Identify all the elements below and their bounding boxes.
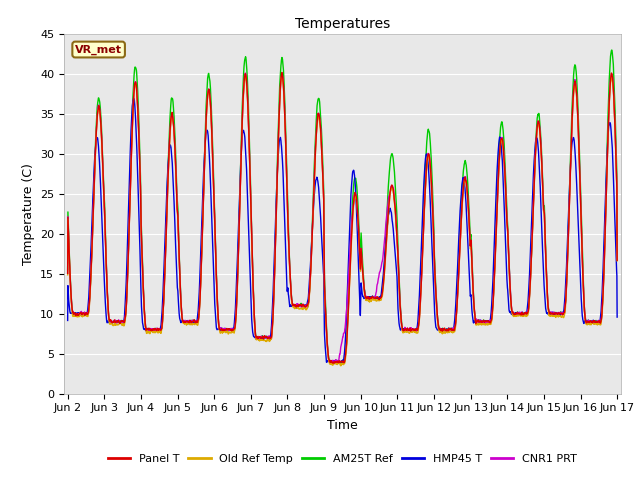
HMP45 T <box>218 326 225 332</box>
HMP45 T <box>371 295 378 300</box>
Panel T <box>613 257 621 263</box>
HMP45 T <box>359 293 367 299</box>
Old Ref Temp <box>64 272 72 278</box>
AM25T Ref <box>565 212 573 217</box>
Panel T <box>580 304 588 310</box>
Old Ref Temp <box>565 222 573 228</box>
Y-axis label: Temperature (C): Temperature (C) <box>22 163 35 264</box>
Old Ref Temp <box>217 330 225 336</box>
CNR1 PRT <box>371 295 378 301</box>
AM25T Ref <box>608 47 616 53</box>
Title: Temperatures: Temperatures <box>295 17 390 31</box>
Line: Panel T: Panel T <box>68 72 617 363</box>
HMP45 T <box>502 265 510 271</box>
Old Ref Temp <box>371 296 378 302</box>
Legend: Panel T, Old Ref Temp, AM25T Ref, HMP45 T, CNR1 PRT: Panel T, Old Ref Temp, AM25T Ref, HMP45 … <box>104 450 581 468</box>
Line: CNR1 PRT: CNR1 PRT <box>68 73 617 364</box>
Panel T <box>64 270 72 276</box>
CNR1 PRT <box>613 257 621 263</box>
X-axis label: Time: Time <box>327 419 358 432</box>
HMP45 T <box>613 314 621 320</box>
AM25T Ref <box>217 327 225 333</box>
AM25T Ref <box>358 256 366 262</box>
Panel T <box>565 210 573 216</box>
AM25T Ref <box>371 294 378 300</box>
HMP45 T <box>565 195 573 201</box>
AM25T Ref <box>336 360 344 366</box>
CNR1 PRT <box>565 211 573 217</box>
AM25T Ref <box>64 267 72 273</box>
Panel T <box>330 360 338 366</box>
AM25T Ref <box>613 249 621 255</box>
HMP45 T <box>130 96 138 101</box>
AM25T Ref <box>502 189 510 194</box>
CNR1 PRT <box>242 70 250 76</box>
HMP45 T <box>64 318 72 324</box>
Old Ref Temp <box>358 266 366 272</box>
Old Ref Temp <box>608 72 616 77</box>
Panel T <box>371 295 378 301</box>
HMP45 T <box>334 360 342 366</box>
CNR1 PRT <box>580 304 588 310</box>
Old Ref Temp <box>337 363 345 369</box>
Line: Old Ref Temp: Old Ref Temp <box>68 74 617 366</box>
CNR1 PRT <box>64 271 72 277</box>
Line: AM25T Ref: AM25T Ref <box>68 50 617 363</box>
Panel T <box>217 327 225 333</box>
Text: VR_met: VR_met <box>75 44 122 55</box>
Panel T <box>502 205 510 211</box>
Line: HMP45 T: HMP45 T <box>68 98 617 363</box>
HMP45 T <box>580 319 588 325</box>
Old Ref Temp <box>580 302 588 308</box>
CNR1 PRT <box>502 205 510 211</box>
Panel T <box>359 268 367 274</box>
CNR1 PRT <box>330 361 337 367</box>
Panel T <box>278 70 286 75</box>
CNR1 PRT <box>217 326 225 332</box>
AM25T Ref <box>580 299 588 304</box>
Old Ref Temp <box>613 258 621 264</box>
CNR1 PRT <box>359 269 367 275</box>
Old Ref Temp <box>502 203 510 208</box>
